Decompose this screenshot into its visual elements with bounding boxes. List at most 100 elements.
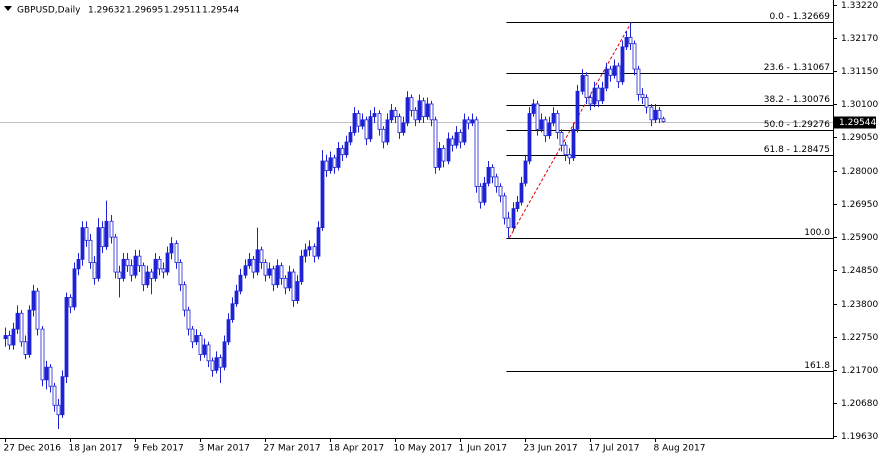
x-tick-label: 18 Apr 2017 [329, 444, 385, 454]
candle-body [636, 68, 641, 95]
candle-body [80, 227, 85, 260]
candle-body [312, 246, 317, 257]
candle-body [437, 147, 442, 168]
candle-body [230, 303, 235, 321]
y-tick-label: 1.29050 [841, 133, 878, 143]
candle-body [320, 160, 325, 229]
candle-body [515, 201, 520, 210]
candle-body [133, 255, 138, 276]
y-tick-label: 1.33220 [841, 1, 878, 11]
x-tick-label: 3 Mar 2017 [199, 444, 250, 454]
candle-body [356, 113, 361, 127]
candle-body [48, 366, 53, 387]
candle-body [165, 252, 170, 273]
x-tick-label: 9 Feb 2017 [134, 444, 184, 454]
candle-body [328, 157, 333, 171]
y-tick-label: 1.31150 [841, 67, 878, 77]
candle-body [421, 100, 426, 118]
candle-body [117, 271, 122, 279]
candle-body [563, 144, 568, 156]
candle-body [482, 182, 487, 203]
candle-body [547, 122, 552, 137]
candle-body [259, 249, 264, 263]
candle-body [121, 258, 126, 279]
candle-body [644, 97, 649, 108]
candle-body [575, 90, 580, 130]
fib-label: 161.8 [804, 361, 830, 371]
candle-body [486, 166, 491, 184]
candle-body [368, 116, 373, 140]
candle-body [214, 357, 219, 371]
candle-body [109, 220, 114, 238]
candle-body [580, 75, 585, 92]
fib-label: 61.8 - 1.28475 [764, 145, 830, 155]
candle-body [3, 335, 8, 340]
candle-body [104, 220, 109, 248]
candle-body [543, 119, 548, 137]
candle-body [466, 119, 471, 124]
y-tick-label: 1.32170 [841, 34, 878, 44]
candle-body [279, 265, 284, 279]
candle-body [27, 309, 32, 355]
candle-body [494, 176, 499, 187]
candle-body [19, 312, 24, 343]
y-tick-label: 1.20680 [841, 399, 878, 409]
candle-body [551, 113, 556, 124]
candle-body [429, 103, 434, 121]
candle-body [600, 87, 605, 102]
candle-body [153, 258, 158, 279]
y-tick-label: 1.26950 [841, 200, 878, 210]
y-tick-label: 1.23800 [841, 300, 878, 310]
candle-body [490, 166, 495, 178]
candle-body [360, 119, 365, 127]
candle-body [413, 109, 418, 121]
candle-body [316, 227, 321, 257]
candle-body [336, 147, 341, 168]
ohlc-high: 1.29695 [126, 6, 163, 16]
y-tick-label: 1.24850 [841, 266, 878, 276]
candle-body [137, 255, 142, 267]
candle-body [588, 97, 593, 105]
candle-body [478, 186, 483, 203]
candle-body [52, 385, 57, 406]
candle-body [247, 258, 252, 267]
candle-body [291, 271, 296, 301]
candle-body [96, 227, 101, 279]
candle-body [450, 138, 455, 146]
candle-body [44, 366, 49, 381]
candle-body [352, 113, 357, 133]
candle-body [68, 297, 73, 308]
candle-body [425, 103, 430, 118]
y-tick-label: 1.30100 [841, 100, 878, 110]
fib-label: 100.0 [804, 228, 830, 238]
y-tick-label: 1.28000 [841, 167, 878, 177]
candle-body [531, 103, 536, 114]
candle-body [519, 182, 524, 203]
candle-body [458, 132, 463, 143]
fib-label: 0.0 - 1.32669 [770, 12, 831, 22]
fib-trend-line [509, 22, 632, 238]
candle-body [255, 249, 260, 273]
candle-body [364, 119, 369, 140]
candle-body [539, 119, 544, 130]
candle-body [506, 217, 511, 229]
candle-body [409, 97, 414, 111]
candle-body [612, 65, 617, 76]
candle-body [401, 122, 406, 133]
candle-body [555, 113, 560, 133]
candle-body [620, 46, 625, 83]
symbol-title: GBPUSD,Daily [17, 6, 81, 16]
x-tick-label: 17 Jul 2017 [589, 444, 640, 454]
candle-body [624, 36, 629, 48]
current-price-label: 1.29544 [839, 118, 876, 128]
candle-body [433, 119, 438, 168]
candle-body [527, 113, 532, 162]
candle-body [210, 360, 215, 371]
candle-body [446, 138, 451, 162]
candle-body [234, 290, 239, 305]
x-tick-label: 1 Jun 2017 [459, 444, 507, 454]
candle-body [571, 128, 576, 159]
candle-body [15, 312, 20, 330]
candle-body [397, 116, 402, 133]
ohlc-low: 1.29511 [164, 6, 201, 16]
